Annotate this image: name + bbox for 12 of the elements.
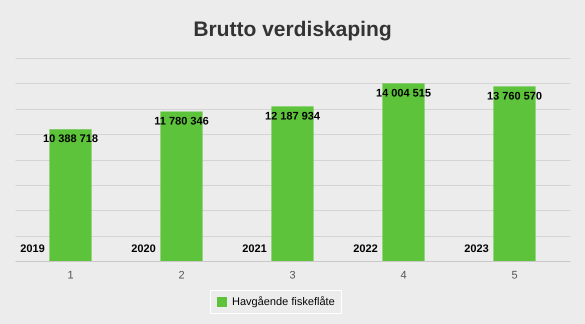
annotation: 2019 <box>20 243 45 255</box>
chart-title: Brutto verdiskaping <box>193 18 392 41</box>
x-tick-label: 4 <box>400 270 407 282</box>
x-tick-label: 5 <box>511 270 518 282</box>
annotation: 2023 <box>464 243 489 255</box>
annotation: 2021 <box>242 243 267 255</box>
x-tick-label: 3 <box>289 270 296 282</box>
legend-label: Havgående fiskeflåte <box>232 296 335 308</box>
x-tick-label: 1 <box>67 270 74 282</box>
annotation: 2022 <box>353 243 378 255</box>
x-tick-label: 2 <box>178 270 185 282</box>
annotation: 2020 <box>131 243 156 255</box>
